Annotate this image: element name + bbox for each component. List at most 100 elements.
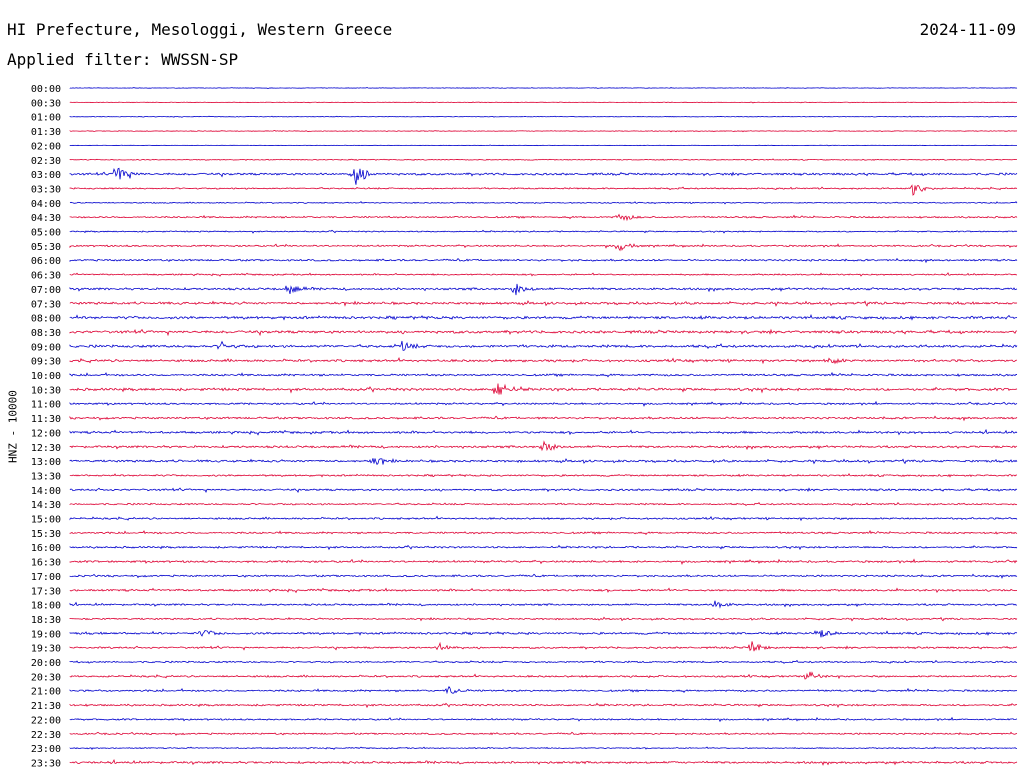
- trace-line: [69, 357, 1018, 365]
- trace-line: [69, 229, 1018, 234]
- plot-date: 2024-11-09: [919, 20, 1016, 39]
- row-time-label: 23:30: [31, 758, 61, 769]
- trace-line: [69, 371, 1018, 378]
- row-time-label: 17:00: [31, 572, 61, 583]
- row-time-label: 01:30: [31, 127, 61, 138]
- trace-line: [69, 167, 1018, 185]
- trace-line: [69, 314, 1018, 321]
- row-time-label: 15:30: [31, 529, 61, 540]
- trace-line: [69, 616, 1018, 622]
- trace-line: [69, 300, 1018, 307]
- row-time-label: 10:00: [31, 371, 61, 382]
- trace-line: [69, 440, 1018, 452]
- trace-line: [69, 213, 1018, 222]
- trace-line: [69, 671, 1018, 680]
- trace-line: [69, 457, 1018, 466]
- row-time-label: 03:00: [31, 170, 61, 181]
- row-time-label: 09:30: [31, 357, 61, 368]
- trace-line: [69, 101, 1018, 104]
- row-time-label: 07:30: [31, 299, 61, 310]
- trace-line: [69, 558, 1018, 565]
- row-time-label: 06:30: [31, 271, 61, 282]
- row-time-label: 00:30: [31, 98, 61, 109]
- row-time-label: 13:00: [31, 457, 61, 468]
- trace-line: [69, 415, 1018, 422]
- row-time-label: 11:00: [31, 400, 61, 411]
- row-time-label: 04:30: [31, 213, 61, 224]
- row-time-label: 03:30: [31, 184, 61, 195]
- trace-line: [69, 758, 1018, 766]
- row-time-label: 19:00: [31, 629, 61, 640]
- row-time-label: 15:00: [31, 515, 61, 526]
- row-time-label: 20:00: [31, 658, 61, 669]
- row-time-label: 00:00: [31, 84, 61, 95]
- row-time-label: 20:30: [31, 672, 61, 683]
- trace-line: [69, 144, 1018, 147]
- row-time-label: 19:30: [31, 644, 61, 655]
- trace-line: [69, 746, 1018, 750]
- trace-line: [69, 487, 1018, 494]
- trace-line: [69, 502, 1018, 506]
- trace-line: [69, 184, 1018, 196]
- trace-line: [69, 201, 1018, 205]
- trace-line: [69, 328, 1018, 337]
- row-time-label: 16:00: [31, 543, 61, 554]
- row-time-label: 21:30: [31, 701, 61, 712]
- trace-line: [69, 544, 1018, 551]
- trace-line: [69, 731, 1018, 736]
- row-time-label: 16:30: [31, 558, 61, 569]
- trace-line: [69, 428, 1018, 436]
- trace-line: [69, 283, 1018, 296]
- trace-line: [69, 702, 1018, 709]
- trace-line: [69, 130, 1018, 133]
- row-time-label: 09:00: [31, 342, 61, 353]
- row-time-label: 21:00: [31, 687, 61, 698]
- trace-line: [69, 115, 1018, 118]
- trace-line: [69, 473, 1018, 478]
- row-time-label: 18:00: [31, 601, 61, 612]
- row-time-label: 08:00: [31, 314, 61, 325]
- trace-line: [69, 400, 1018, 407]
- row-time-label: 10:30: [31, 385, 61, 396]
- row-time-label: 12:30: [31, 443, 61, 454]
- trace-line: [69, 383, 1018, 395]
- row-time-label: 22:00: [31, 715, 61, 726]
- row-time-label: 14:30: [31, 500, 61, 511]
- row-time-label: 14:00: [31, 486, 61, 497]
- trace-line: [69, 587, 1018, 594]
- row-time-label: 12:00: [31, 428, 61, 439]
- trace-line: [69, 243, 1018, 252]
- row-time-label: 04:00: [31, 199, 61, 210]
- row-time-label: 06:00: [31, 256, 61, 267]
- row-time-label: 17:30: [31, 586, 61, 597]
- row-time-label: 02:30: [31, 156, 61, 167]
- trace-line: [69, 272, 1018, 277]
- trace-line: [69, 573, 1018, 579]
- trace-line: [69, 515, 1018, 522]
- filter-label: Applied filter: WWSSN-SP: [7, 50, 239, 69]
- trace-line: [69, 641, 1018, 652]
- trace-line: [69, 630, 1018, 638]
- row-time-label: 11:30: [31, 414, 61, 425]
- trace-line: [69, 87, 1018, 90]
- row-time-label: 01:00: [31, 113, 61, 124]
- trace-line: [69, 257, 1018, 264]
- row-time-label: 05:30: [31, 242, 61, 253]
- trace-line: [69, 158, 1018, 161]
- trace-line: [69, 340, 1018, 351]
- row-time-label: 22:30: [31, 730, 61, 741]
- row-time-label: 07:00: [31, 285, 61, 296]
- trace-line: [69, 716, 1018, 723]
- row-time-label: 08:30: [31, 328, 61, 339]
- trace-line: [69, 685, 1018, 695]
- row-time-label: 13:30: [31, 471, 61, 482]
- trace-line: [69, 600, 1018, 609]
- row-time-label: 18:30: [31, 615, 61, 626]
- row-time-label: 23:00: [31, 744, 61, 755]
- station-title: HI Prefecture, Mesologgi, Western Greece: [7, 20, 393, 39]
- row-time-label: 05:00: [31, 228, 61, 239]
- row-time-label: 02:00: [31, 141, 61, 152]
- trace-line: [69, 529, 1018, 536]
- trace-line: [69, 659, 1018, 664]
